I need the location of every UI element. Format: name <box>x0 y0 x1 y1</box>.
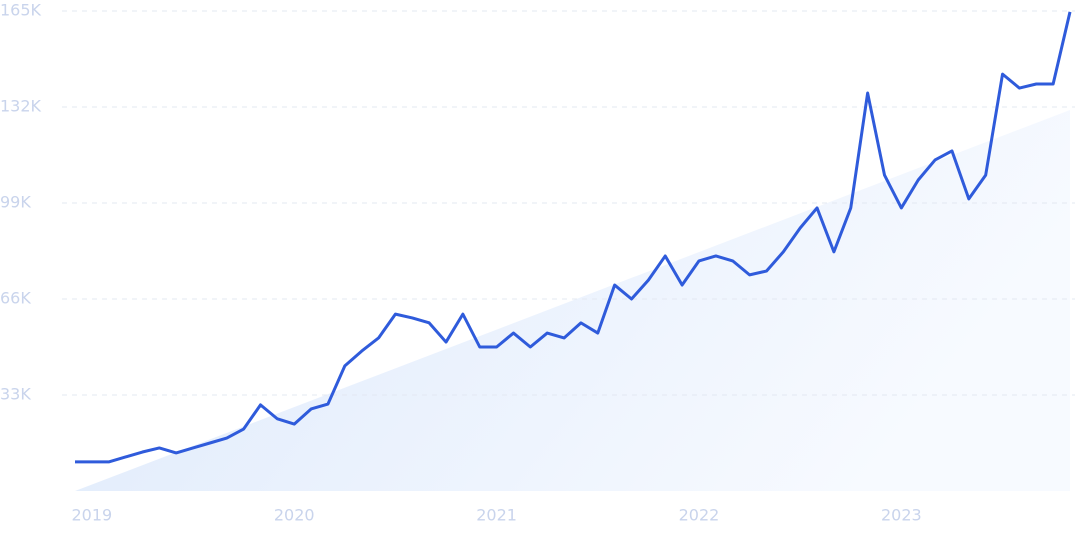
x-tick-label: 2020 <box>274 506 315 525</box>
y-tick-label: 99K <box>0 193 31 212</box>
background-wedge <box>75 110 1070 491</box>
y-tick-label: 33K <box>0 385 31 404</box>
y-tick-label: 132K <box>0 97 42 116</box>
x-tick-label: 2022 <box>679 506 720 525</box>
x-tick-label: 2023 <box>881 506 922 525</box>
y-tick-label: 66K <box>0 289 31 308</box>
y-tick-label: 165K <box>0 1 42 20</box>
line <box>75 11 1072 464</box>
x-tick-label: 2021 <box>476 506 517 525</box>
x-tick-label: 2019 <box>72 506 113 525</box>
